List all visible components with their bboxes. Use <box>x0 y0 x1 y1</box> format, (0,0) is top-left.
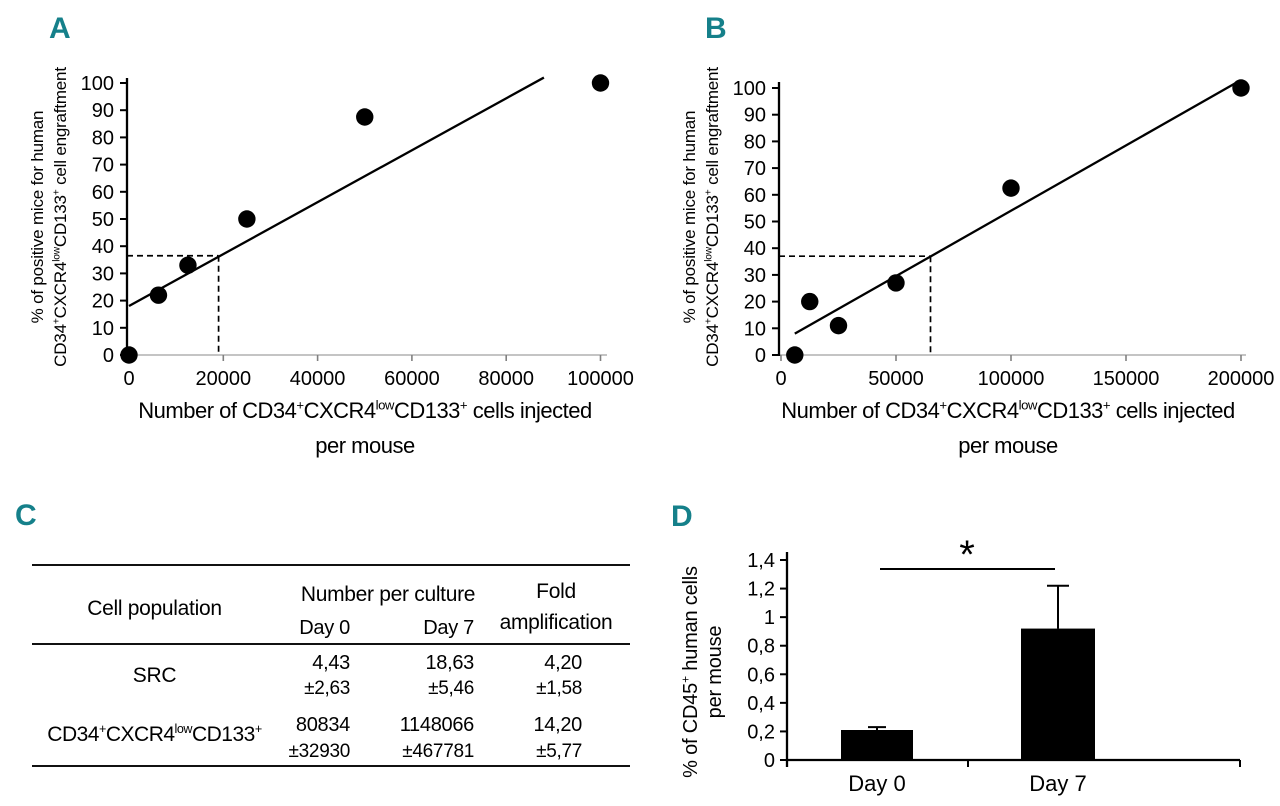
y-tick-label: 90 <box>92 100 114 122</box>
y-tick-label: 20 <box>744 292 766 314</box>
y-tick-label: 0,6 <box>747 664 775 686</box>
y-tick-label: 10 <box>92 318 114 340</box>
panel-a-y-axis-label-line1: % of positive mice for human <box>28 110 47 324</box>
panel-a-x-axis-title-line2: per mouse <box>315 433 415 458</box>
scatter-point <box>149 286 168 304</box>
panel-b-x-axis-title-line2: per mouse <box>958 433 1058 458</box>
table-row-src-day0-error: ±2,63 <box>304 678 350 699</box>
x-tick-label: 100000 <box>978 368 1045 390</box>
table-row-cd34-label: CD34+CXCR4lowCD133+ <box>47 722 262 746</box>
table-header-fold-line2: amplification <box>499 611 613 634</box>
y-tick-label: 1,2 <box>747 579 775 601</box>
y-tick-label: 0,2 <box>747 721 775 743</box>
y-tick-label: 30 <box>744 265 766 287</box>
trend-line <box>794 81 1237 335</box>
scatter-point <box>1232 79 1250 97</box>
category-label: Day 7 <box>1029 771 1086 796</box>
trend-line <box>128 76 545 308</box>
table-header-number-per-culture: Number per culture <box>300 583 476 606</box>
x-tick-label: 50000 <box>868 368 924 390</box>
y-tick-label: 100 <box>733 78 766 100</box>
table-header-day0: Day 0 <box>299 617 350 639</box>
panel-b-x-axis-title: Number of CD34+CXCR4lowCD133+ cells inje… <box>748 393 1268 463</box>
y-tick-label: 70 <box>744 158 766 180</box>
table-header-fold-line1: Fold <box>536 580 576 603</box>
y-tick-label: 80 <box>744 131 766 153</box>
x-tick-label: 0 <box>123 368 134 390</box>
panel-b-x-axis-title-line1: Number of CD34+CXCR4lowCD133+ cells inje… <box>781 397 1235 423</box>
panel-b-letter: B <box>705 12 727 45</box>
panel-c-letter: C <box>15 499 37 532</box>
scatter-point <box>887 274 905 292</box>
y-tick-label: 20 <box>92 291 114 313</box>
scatter-point <box>179 256 197 274</box>
panel-a-chart: 0 20000 40000 60000 80000 100000 0 10 20 30 40 50 60… <box>81 73 634 390</box>
table-row-cd34-fold-error: ±5,77 <box>536 741 582 762</box>
table-row-cd34-day7-error: ±467781 <box>402 741 474 762</box>
bar <box>1021 628 1095 760</box>
y-tick-label: 0 <box>764 750 775 772</box>
panel-d-y-axis-label-line1: % of CD45+ human cells <box>678 566 702 778</box>
x-tick-label: 0 <box>775 368 786 390</box>
scatter-point <box>786 346 804 364</box>
table-row-cd34-day0-error: ±32930 <box>288 741 351 762</box>
table-row-cd34-day7: 1148066 <box>399 714 475 736</box>
x-tick-label: 80000 <box>478 368 534 390</box>
table-row-src-label: SRC <box>132 664 177 687</box>
panel-d-letter: D <box>671 500 693 533</box>
y-tick-label: 50 <box>744 212 766 234</box>
scatter-point <box>829 316 848 335</box>
scatter-point <box>1002 179 1020 197</box>
x-tick-label: 200000 <box>1208 368 1275 390</box>
bar <box>841 730 913 760</box>
x-tick-label: 60000 <box>384 368 440 390</box>
table-row-src-fold: 4,20 <box>544 652 582 674</box>
y-tick-label: 40 <box>92 236 114 258</box>
panel-a-x-axis-title: Number of CD34+CXCR4lowCD133+ cells inje… <box>105 393 625 463</box>
y-tick-label: 0 <box>755 345 766 367</box>
table-row-src-day7-error: ±5,46 <box>428 678 474 699</box>
panel-b-y-axis-label-line1: % of positive mice for human <box>680 110 699 324</box>
y-tick-label: 1 <box>764 607 775 629</box>
table-row-src-day7: 18,63 <box>425 652 474 674</box>
x-tick-label: 40000 <box>290 368 346 390</box>
y-tick-label: 0 <box>103 345 114 367</box>
panel-a-letter: A <box>49 12 71 45</box>
scatter-point <box>801 292 819 311</box>
panel-d-chart: 0 0,2 0,4 0,6 0,8 1 1,2 1,4 Day 0 Day 7 * <box>747 533 1241 796</box>
scatter-point <box>120 346 138 364</box>
table-row-src-fold-error: ±1,58 <box>536 678 582 699</box>
x-tick-label: 20000 <box>195 368 251 390</box>
panel-b-chart: 0 50000 100000 150000 200000 0 10 20 30 40 50 60 70 8… <box>733 78 1275 390</box>
results-table: Cell population Number per culture Day 0… <box>32 564 630 767</box>
y-tick-label: 30 <box>92 263 114 285</box>
y-tick-label: 0,8 <box>747 636 775 658</box>
y-tick-label: 80 <box>92 127 114 149</box>
y-tick-label: 10 <box>744 318 766 340</box>
scatter-point <box>238 210 256 228</box>
panel-a-x-axis-title-line1: Number of CD34+CXCR4lowCD133+ cells inje… <box>138 397 592 423</box>
scatter-point <box>356 108 374 126</box>
table-row-src-day0: 4,43 <box>312 652 350 674</box>
table-header-rule <box>32 643 630 645</box>
y-tick-label: 90 <box>744 105 766 127</box>
y-tick-label: 0,4 <box>747 693 775 715</box>
table-row-cd34-fold: 14,20 <box>533 714 582 736</box>
y-tick-label: 60 <box>744 185 766 207</box>
y-tick-label: 1,4 <box>747 550 775 572</box>
scatter-point <box>591 74 610 92</box>
table-row-cd34-day0: 80834 <box>295 714 350 736</box>
table-header-day7: Day 7 <box>423 617 474 639</box>
category-label: Day 0 <box>848 771 905 796</box>
y-tick-label: 60 <box>92 182 114 204</box>
y-tick-label: 100 <box>81 73 114 95</box>
y-tick-label: 70 <box>92 155 114 177</box>
x-tick-label: 150000 <box>1093 368 1160 390</box>
x-tick-label: 100000 <box>567 368 634 390</box>
significance-star: * <box>959 533 975 577</box>
y-tick-label: 50 <box>92 209 114 231</box>
y-tick-label: 40 <box>744 238 766 260</box>
table-header-cell-population: Cell population <box>87 597 222 620</box>
